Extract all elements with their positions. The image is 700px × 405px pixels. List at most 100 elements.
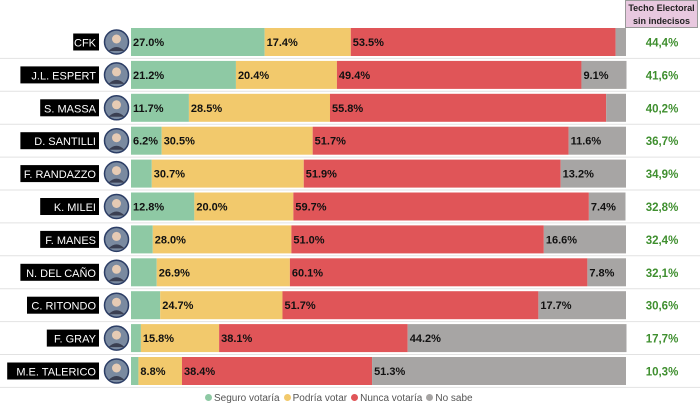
data-label: 8.8% [140,366,165,378]
avatar-head-icon [112,297,121,307]
bar-segment-podria [138,357,182,385]
data-label: 30.7% [154,169,185,181]
avatar-body-icon [108,211,125,216]
data-label: 12.8% [133,202,164,214]
bar-row-5: K. MILEI 12.8% 20.0% 59.7% 7.4% 32,8% [0,192,700,224]
avatar-head-icon [112,231,121,241]
bar-segment-nosabe [581,60,627,89]
bar-segment-nosabe [372,357,626,385]
legend-item-podria: Podría votar [283,393,347,405]
data-label: 20.4% [238,70,269,82]
legend-item-nosabe: No sabe [426,393,473,405]
bar-row-8: C. RITONDO 24.7% 51.7% 17.7% 30,6% [0,291,700,323]
data-label: 16.6% [546,234,577,246]
candidate-label-box [40,230,99,248]
techo-electoral-value: 40,2% [646,103,679,115]
avatar-head-icon [112,133,121,143]
legend-dot-icon [426,394,434,401]
data-label: 49.4% [339,70,370,82]
bar-segment-nosabe [615,28,626,56]
avatar-head-icon [112,166,121,176]
candidate-label-box [20,165,99,183]
candidate-name-label: K. MILEI [54,202,96,214]
techo-electoral-value: 10,3% [646,367,679,379]
bar-segment-nunca [291,225,544,254]
bar-segment-nosabe [587,258,626,287]
data-label: 60.1% [292,267,323,279]
candidate-label-box [73,33,99,51]
techo-electoral-value: 34,9% [646,169,679,181]
data-label: 28.5% [191,103,222,115]
bar-segment-nunca [282,291,539,320]
data-label: 24.7% [162,300,193,312]
data-label: 17.7% [540,300,571,312]
candidate-name-label: N. DEL CAÑO [26,267,96,280]
bar-segment-seguro [131,159,152,188]
avatar-head-icon [112,264,121,274]
data-label: 7.8% [589,267,614,279]
avatar-body-icon [108,112,125,117]
techo-electoral-header: Techo Electoral sin indecisos [625,0,698,28]
data-label: 51.9% [306,169,337,181]
data-label: 44.2% [410,333,441,345]
candidate-label-box [27,296,99,314]
avatar-head-icon [112,199,121,208]
bar-segment-nunca [293,192,589,221]
bar-segment-nunca [219,324,408,353]
techo-electoral-value: 30,6% [646,301,679,313]
bar-segment-nunca [303,159,561,188]
data-label: 13.2% [563,169,594,181]
candidate-label-box [20,66,99,84]
bar-segment-nunca [336,60,582,89]
techo-electoral-value: 17,7% [646,334,679,346]
bar-row-6: F. MANES 28.0% 51.0% 16.6% 32,4% [0,225,700,257]
data-label: 53.5% [353,37,384,49]
data-label: 38.1% [221,333,252,345]
bar-row-4: F. RANDAZZO 30.7% 51.9% 13.2% 34,9% [0,159,700,191]
candidate-name-label: F. RANDAZZO [24,169,97,181]
candidate-name-label: M.E. TALERICO [16,367,96,379]
candidate-name-label: F. MANES [45,235,96,247]
avatar-body-icon [108,376,125,380]
candidate-label-box [20,132,99,150]
chart-legend: Seguro votaría Podría votar Nunca votaría N… [205,393,477,405]
avatar-head-icon [112,363,121,373]
legend-item-seguro: Seguro votaría [205,393,280,405]
avatar-head-icon [112,330,121,340]
bar-segment-nosabe [560,159,626,188]
data-label: 6.2% [133,136,158,148]
data-label: 7.4% [591,202,616,214]
legend-label: Seguro votaría [214,393,280,404]
legend-dot-icon [351,394,359,401]
legend-dot-icon [283,394,291,401]
techo-electoral-value: 41,6% [646,70,679,82]
data-label: 51.3% [374,366,405,378]
bar-segment-podria [160,291,283,320]
data-label: 30.5% [164,136,195,148]
candidate-label-box [20,263,99,281]
data-label: 11.6% [571,136,602,148]
bar-segment-podria [188,93,330,122]
avatar-head-icon [112,34,121,44]
bar-segment-seguro [131,225,153,254]
data-label: 59.7% [295,202,326,214]
techo-electoral-value: 32,4% [646,235,679,247]
legend-item-nunca: Nunca votaría [351,393,422,405]
bar-segment-podria [152,225,292,254]
techo-header-line1: Techo Electoral [628,3,695,13]
bar-segment-podria [156,258,290,287]
data-label: 38.4% [184,366,215,378]
avatar-body-icon [108,178,125,183]
data-label: 27.0% [133,37,164,49]
avatar-body-icon [108,145,125,150]
avatar-head-icon [112,100,121,110]
legend-label: No sabe [435,393,473,404]
techo-electoral-value: 44,4% [646,38,679,50]
bar-segment-seguro [131,258,157,287]
bar-segment-nosabe [568,126,626,155]
bar-row-10: M.E. TALERICO 8.8% 38.4% 51.3% 10,3% [0,357,700,388]
candidate-name-label: D. SANTILLI [34,136,96,148]
bar-segment-podria [235,60,337,89]
bar-segment-seguro [131,324,141,353]
avatar-body-icon [108,79,125,84]
